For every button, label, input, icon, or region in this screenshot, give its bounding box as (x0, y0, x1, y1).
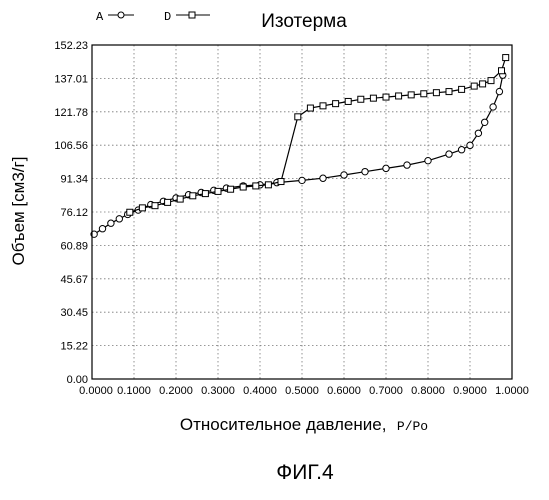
data-point-d (480, 81, 486, 87)
y-tick-label: 60.89 (60, 240, 88, 252)
series-line-d (130, 58, 506, 213)
data-point-d (228, 186, 234, 192)
data-point-d (396, 93, 402, 99)
x-tick-label: 0.5000 (285, 385, 319, 397)
data-point-d (503, 55, 509, 61)
x-tick-label: 0.2000 (159, 385, 193, 397)
data-point-a (458, 147, 464, 153)
data-point-d (383, 94, 389, 100)
data-point-d (408, 92, 414, 98)
data-point-a (299, 177, 305, 183)
y-tick-label: 91.34 (60, 174, 88, 186)
data-point-d (471, 83, 477, 89)
x-tick-label: 0.0000 (79, 385, 113, 397)
data-point-a (496, 88, 502, 94)
y-tick-label: 152.23 (54, 40, 88, 52)
x-tick-label: 0.3000 (201, 385, 235, 397)
data-point-d (139, 205, 145, 211)
legend: A D (96, 10, 210, 24)
data-point-a (362, 168, 368, 174)
y-tick-label: 45.67 (60, 274, 88, 286)
data-point-a (425, 157, 431, 163)
y-tick-label: 30.45 (60, 307, 88, 319)
data-point-d (488, 78, 494, 84)
x-tick-label: 0.4000 (243, 385, 277, 397)
y-tick-label: 121.78 (54, 107, 88, 119)
data-point-a (116, 216, 122, 222)
data-point-d (190, 193, 196, 199)
x-tick-label: 0.6000 (327, 385, 361, 397)
data-point-a (320, 175, 326, 181)
data-point-a (475, 130, 481, 136)
data-point-a (467, 142, 473, 148)
data-point-d (459, 86, 465, 92)
data-point-d (307, 105, 313, 111)
x-tick-label: 0.9000 (453, 385, 487, 397)
x-tick-label: 1.0000 (495, 385, 529, 397)
x-tick-label: 0.1000 (117, 385, 151, 397)
data-point-a (383, 165, 389, 171)
data-point-d (499, 68, 505, 74)
data-point-d (165, 199, 171, 205)
chart-title: Изотерма (261, 11, 347, 32)
y-tick-label: 0.00 (67, 374, 88, 386)
data-point-d (127, 209, 133, 215)
data-point-d (345, 98, 351, 104)
data-point-d (215, 188, 221, 194)
data-point-d (446, 89, 452, 95)
data-point-d (433, 90, 439, 96)
data-point-a (341, 172, 347, 178)
data-point-d (253, 183, 259, 189)
x-tick-label: 0.7000 (369, 385, 403, 397)
legend-marker-circle (118, 12, 124, 18)
legend-label-a: A (96, 10, 104, 24)
data-point-a (482, 119, 488, 125)
data-point-d (370, 95, 376, 101)
x-axis-title-group: Относительное давление, P/Po (180, 415, 428, 434)
data-point-d (240, 184, 246, 190)
y-tick-label: 137.01 (54, 73, 88, 85)
data-point-d (320, 103, 326, 109)
data-point-d (333, 101, 339, 107)
data-point-d (265, 182, 271, 188)
legend-label-d: D (164, 10, 171, 24)
data-point-d (202, 191, 208, 197)
y-tick-label: 15.22 (60, 341, 88, 353)
x-axis-title-ratio: P/Po (397, 419, 428, 434)
figure-caption: ФИГ.4 (276, 461, 334, 484)
data-point-d (152, 203, 158, 209)
data-point-d (295, 114, 301, 120)
tick-labels: 0.0000 0.1000 0.2000 0.3000 0.4000 0.5000 0.60… (54, 40, 528, 397)
legend-marker-square (189, 12, 195, 18)
x-axis-title: Относительное давление, (180, 415, 387, 434)
series-a (91, 72, 506, 237)
x-tick-label: 0.8000 (411, 385, 445, 397)
data-point-a (404, 162, 410, 168)
data-point-d (278, 179, 284, 185)
data-point-a (490, 104, 496, 110)
y-axis-title: Объем [см3/г] (9, 157, 28, 266)
data-point-a (446, 151, 452, 157)
y-tick-label: 76.12 (60, 207, 88, 219)
data-point-a (108, 220, 114, 226)
data-point-d (177, 196, 183, 202)
data-point-a (99, 226, 105, 232)
series-line-a (94, 75, 503, 234)
data-series (91, 55, 509, 238)
y-tick-label: 106.56 (54, 140, 88, 152)
data-point-d (421, 91, 427, 97)
grid-lines (92, 45, 512, 379)
data-point-d (358, 96, 364, 102)
